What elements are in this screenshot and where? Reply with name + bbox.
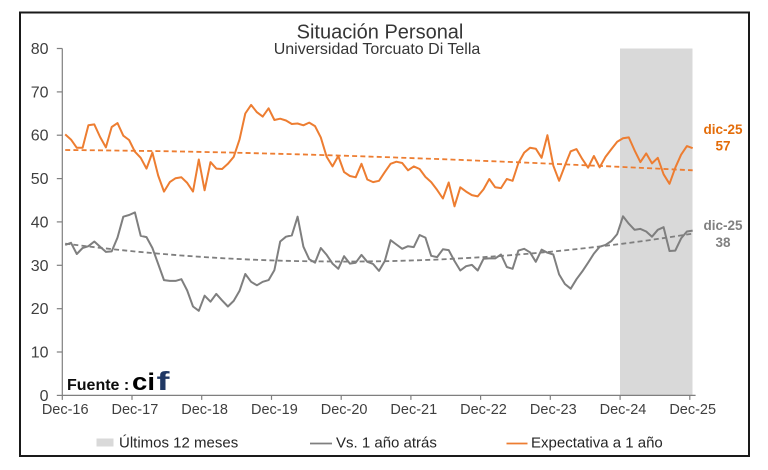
svg-text:Dec-16: Dec-16 bbox=[42, 402, 89, 418]
svg-text:0: 0 bbox=[40, 388, 49, 405]
svg-text:Dec-17: Dec-17 bbox=[112, 402, 159, 418]
svg-text:dic-25: dic-25 bbox=[703, 122, 743, 137]
svg-text:Dec-22: Dec-22 bbox=[460, 402, 507, 418]
svg-text:60: 60 bbox=[31, 128, 49, 145]
svg-text:50: 50 bbox=[31, 171, 49, 188]
svg-text:30: 30 bbox=[31, 258, 49, 275]
svg-text:57: 57 bbox=[715, 139, 730, 154]
svg-text:Dec-24: Dec-24 bbox=[600, 402, 647, 418]
svg-text:Dec-25: Dec-25 bbox=[669, 402, 716, 418]
svg-text:Situación Personal: Situación Personal bbox=[297, 22, 464, 44]
svg-text:Dec-18: Dec-18 bbox=[181, 402, 228, 418]
svg-text:dic-25: dic-25 bbox=[703, 218, 743, 233]
svg-text:70: 70 bbox=[31, 84, 49, 101]
svg-text:Vs. 1 año atrás: Vs. 1 año atrás bbox=[336, 435, 437, 452]
svg-text:40: 40 bbox=[31, 214, 49, 231]
svg-text:Dec-21: Dec-21 bbox=[390, 402, 437, 418]
svg-text:Fuente :: Fuente : bbox=[67, 377, 129, 394]
svg-text:Expectativa a 1 año: Expectativa a 1 año bbox=[531, 435, 663, 452]
svg-text:Universidad Torcuato Di Tella: Universidad Torcuato Di Tella bbox=[274, 41, 481, 58]
svg-text:38: 38 bbox=[715, 235, 731, 250]
svg-text:20: 20 bbox=[31, 301, 49, 318]
svg-text:Dec-23: Dec-23 bbox=[530, 402, 577, 418]
svg-text:ci: ci bbox=[132, 369, 155, 396]
svg-text:Últimos 12 meses: Últimos 12 meses bbox=[119, 435, 238, 452]
svg-text:Dec-19: Dec-19 bbox=[251, 402, 298, 418]
svg-text:80: 80 bbox=[31, 41, 49, 58]
svg-text:Dec-20: Dec-20 bbox=[321, 402, 368, 418]
svg-text:10: 10 bbox=[31, 345, 49, 362]
svg-text:f: f bbox=[157, 366, 170, 396]
